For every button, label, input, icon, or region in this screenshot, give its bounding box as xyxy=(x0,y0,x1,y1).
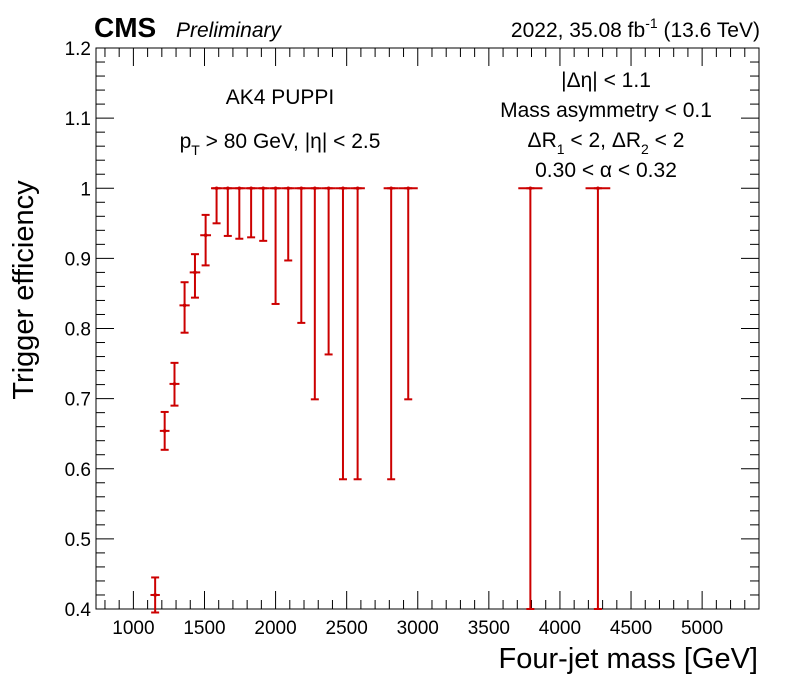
marker xyxy=(182,303,187,308)
y-axis: 0.4 0.5 0.6 0.7 0.8 0.9 1 1.1 1.2 xyxy=(65,39,759,621)
y-tick-label: 0.6 xyxy=(65,460,91,481)
marker xyxy=(596,186,600,191)
marker xyxy=(153,593,157,597)
data-point xyxy=(398,186,418,401)
y-tick-label: 0.9 xyxy=(65,249,91,270)
marker xyxy=(313,186,317,191)
marker xyxy=(249,186,253,191)
annotation-line: 0.30 < α < 0.32 xyxy=(535,159,677,182)
x-tick-label: 2500 xyxy=(326,618,368,639)
marker xyxy=(237,186,242,191)
data-point xyxy=(150,576,160,614)
marker xyxy=(261,186,266,191)
data-point xyxy=(200,213,212,267)
marker xyxy=(389,186,393,191)
y-tick-label: 0.5 xyxy=(65,530,91,551)
data-point xyxy=(294,186,308,324)
annotation-line: ΔR1 < 2, ΔR2 < 2 xyxy=(528,129,685,157)
data-points xyxy=(150,186,611,614)
luminosity-label: 2022, 35.08 fb-1 (13.6 TeV) xyxy=(511,15,760,42)
annotation-right: |Δη| < 1.1 Mass asymmetry < 0.1 ΔR1 < 2, Δ… xyxy=(500,69,712,182)
data-point xyxy=(383,186,399,481)
data-point xyxy=(585,186,611,610)
x-axis-title: Four-jet mass [GeV] xyxy=(499,643,758,675)
marker xyxy=(286,186,291,191)
data-point xyxy=(257,186,270,242)
data-point xyxy=(321,186,336,356)
data-point xyxy=(307,186,322,401)
x-tick-label: 4000 xyxy=(539,618,581,639)
marker xyxy=(355,186,360,191)
x-tick-label: 1500 xyxy=(183,618,225,639)
data-point xyxy=(233,186,246,240)
marker xyxy=(341,186,345,191)
marker xyxy=(273,186,278,191)
y-axis-title: Trigger efficiency xyxy=(8,180,40,400)
marker xyxy=(214,186,219,191)
y-tick-label: 1.2 xyxy=(65,39,91,60)
data-point xyxy=(350,186,365,481)
marker xyxy=(226,186,230,191)
marker xyxy=(172,382,177,386)
annotation-line: AK4 PUPPI xyxy=(226,86,335,109)
annotation-line: |Δη| < 1.1 xyxy=(561,69,651,92)
x-tick-label: 1000 xyxy=(112,618,154,639)
data-point xyxy=(245,186,258,239)
marker xyxy=(193,270,197,275)
y-tick-label: 0.8 xyxy=(65,320,91,341)
data-point xyxy=(179,281,190,334)
y-tick-label: 1 xyxy=(80,179,91,200)
annotation-line: Mass asymmetry < 0.1 xyxy=(500,99,712,122)
x-tick-label: 2000 xyxy=(254,618,296,639)
x-tick-label: 3500 xyxy=(468,618,510,639)
x-tick-label: 4500 xyxy=(610,618,652,639)
y-tick-label: 0.4 xyxy=(65,600,92,621)
cms-label: CMS xyxy=(94,12,156,43)
y-tick-label: 1.1 xyxy=(65,109,91,130)
marker xyxy=(203,233,208,238)
data-point xyxy=(169,361,180,407)
marker xyxy=(528,186,533,191)
x-tick-label: 5000 xyxy=(681,618,723,639)
data-point xyxy=(222,186,234,237)
marker xyxy=(162,429,167,433)
marker xyxy=(326,186,331,191)
data-point xyxy=(211,186,223,225)
x-axis: 1000 1500 2000 2500 3000 3500 4000 4500 5000 xyxy=(104,48,760,639)
data-point xyxy=(335,186,351,481)
data-point xyxy=(269,186,282,305)
data-point xyxy=(281,186,295,262)
preliminary-label: Preliminary xyxy=(176,19,283,42)
marker xyxy=(406,186,411,191)
x-tick-label: 3000 xyxy=(397,618,439,639)
marker xyxy=(299,186,304,191)
data-point xyxy=(189,253,201,299)
annotation-left: AK4 PUPPI pT > 80 GeV, |η| < 2.5 xyxy=(180,86,381,158)
annotation-line: pT > 80 GeV, |η| < 2.5 xyxy=(180,130,381,158)
data-point xyxy=(159,410,170,451)
y-tick-label: 0.7 xyxy=(65,390,91,411)
data-point xyxy=(518,186,543,610)
